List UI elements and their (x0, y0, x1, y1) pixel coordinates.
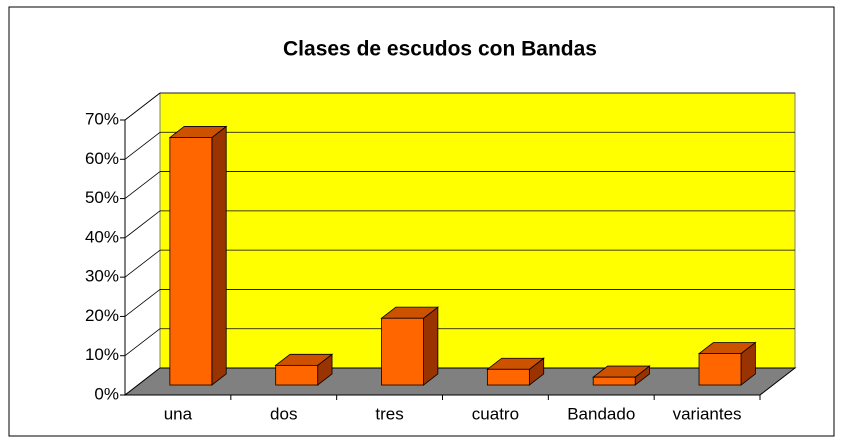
back-wall (159, 92, 796, 369)
side-wall (124, 91, 161, 397)
grid-line (124, 171, 161, 199)
x-tick-label: Bandado (567, 404, 635, 423)
grid-line (124, 249, 161, 278)
y-tick-label: 40% (85, 227, 119, 246)
x-tick-label: dos (270, 404, 297, 423)
bar (381, 317, 424, 386)
grid-line (124, 131, 161, 160)
bar-side (211, 125, 227, 386)
x-tick-label: una (164, 404, 193, 423)
grid-line (124, 92, 161, 121)
bar (275, 364, 319, 386)
grid-line (124, 210, 161, 239)
x-tick-label: cuatro (472, 404, 519, 423)
y-tick-label: 10% (85, 345, 119, 364)
bar-side (423, 306, 439, 386)
y-tick-label: 0% (94, 384, 119, 403)
y-tick-label: 70% (85, 109, 119, 128)
bar (486, 368, 530, 386)
bar (169, 137, 213, 386)
x-tick-label: tres (375, 404, 403, 423)
x-tick-label: variantes (673, 404, 742, 423)
y-tick-label: 60% (85, 149, 119, 168)
grid-line (124, 289, 161, 317)
grid-line (124, 328, 161, 357)
bar (592, 376, 636, 386)
y-tick-label: 50% (85, 188, 119, 207)
bar (698, 353, 742, 386)
chart-title: Clases de escudos con Bandas (283, 38, 597, 61)
y-tick-label: 20% (85, 306, 119, 325)
y-tick-label: 30% (85, 267, 119, 286)
